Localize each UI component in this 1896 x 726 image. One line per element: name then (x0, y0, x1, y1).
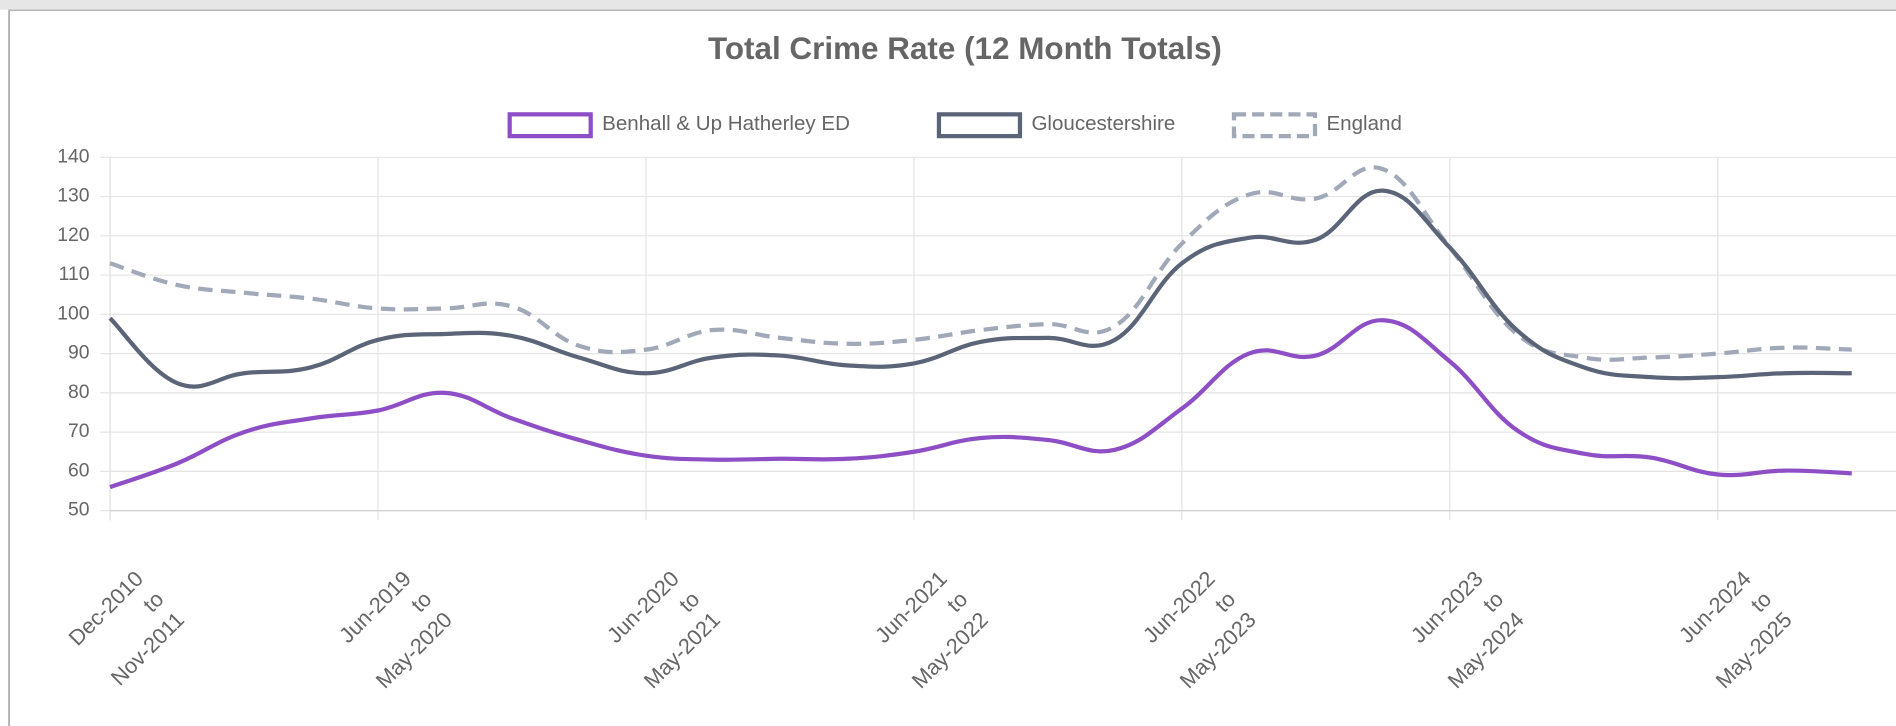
x-tick-label-line: to (406, 586, 437, 617)
x-tick-label-line: May-2021 (639, 607, 725, 693)
x-tick-label-line: Nov-2011 (106, 607, 189, 690)
y-tick-label: 80 (68, 381, 90, 403)
x-tick-label-line: to (674, 586, 705, 617)
x-tick-label-line: to (1210, 586, 1241, 617)
y-tick-label: 60 (68, 459, 90, 481)
x-tick-label-line: to (138, 586, 169, 617)
y-tick-label: 110 (59, 263, 90, 285)
y-tick-label: 50 (68, 499, 90, 521)
x-tick-label-line: Jun-2020 (602, 566, 684, 648)
x-tick-label-line: to (1478, 586, 1509, 617)
x-tick-label-line: May-2025 (1711, 607, 1797, 693)
y-tick-label: 100 (57, 302, 89, 324)
top-bar (0, 0, 1896, 10)
y-tick-label: 90 (68, 342, 90, 364)
legend-swatch (507, 112, 593, 139)
legend-swatch (936, 112, 1023, 139)
x-tick-label-line: to (1746, 586, 1777, 617)
x-tick-label-line: May-2023 (1175, 607, 1261, 693)
legend-label: Benhall & Up Hatherley ED (602, 112, 850, 135)
x-tick-label-line: Dec-2010 (64, 566, 148, 650)
legend-label: England (1326, 112, 1401, 135)
y-tick-label: 140 (57, 145, 89, 167)
x-tick-label-line: Jun-2021 (870, 566, 952, 648)
x-tick-label-line: Jun-2023 (1406, 566, 1488, 648)
legend-swatch (1231, 112, 1318, 139)
y-tick-label: 120 (57, 224, 89, 246)
x-tick-label-line: May-2020 (371, 607, 457, 693)
x-tick-label-line: Jun-2022 (1138, 566, 1220, 648)
x-tick-label-line: May-2024 (1443, 607, 1529, 693)
series-line (109, 318, 1852, 490)
series-line (108, 188, 1852, 389)
x-tick-label-line: Jun-2019 (334, 566, 416, 648)
legend-label: Gloucestershire (1031, 112, 1175, 135)
y-tick-label: 70 (68, 420, 90, 442)
x-tick-label-line: Jun-2024 (1674, 566, 1756, 648)
x-tick-label-line: May-2022 (907, 607, 993, 693)
y-tick-label: 130 (57, 185, 89, 207)
x-tick-label-line: to (942, 586, 973, 617)
chart-title: Total Crime Rate (12 Month Totals) (708, 31, 1222, 66)
